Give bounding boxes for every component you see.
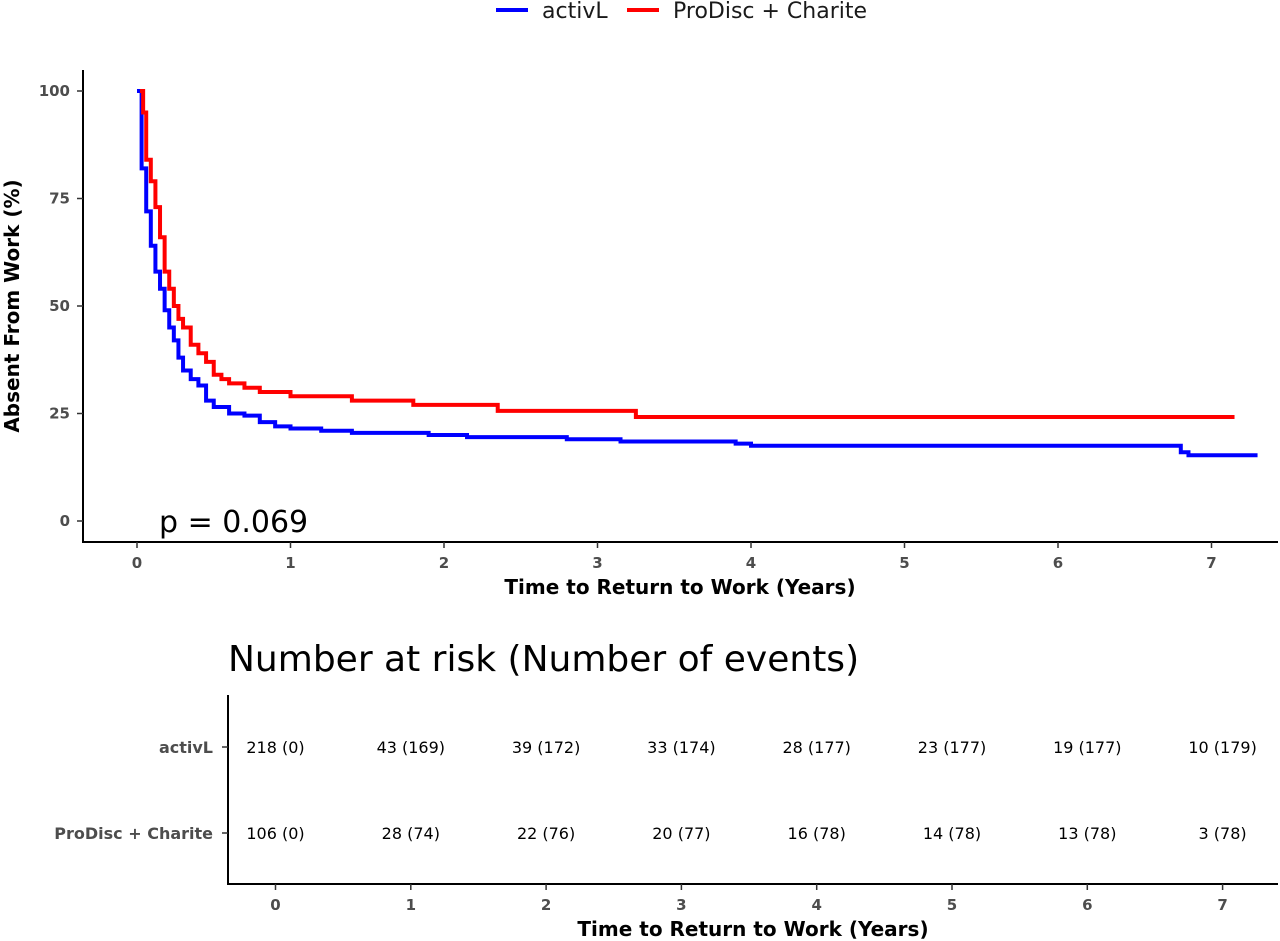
x-tick-label: 5 — [899, 554, 909, 572]
x-tick-label: 2 — [439, 554, 449, 572]
y-tick-label: 75 — [49, 190, 70, 208]
p-value-annotation: p = 0.069 — [159, 505, 308, 540]
risk-x-tick-label: 1 — [406, 896, 416, 914]
y-tick-label: 0 — [60, 512, 70, 530]
y-tick-label: 100 — [39, 82, 70, 100]
risk-cell: 3 (78) — [1199, 824, 1247, 843]
y-tick-label: 50 — [49, 297, 70, 315]
y-axis-title: Absent From Work (%) — [0, 179, 24, 432]
risk-x-tick-label: 3 — [676, 896, 686, 914]
risk-row-label: activL — [159, 738, 213, 757]
x-tick-label: 3 — [592, 554, 602, 572]
risk-row-label: ProDisc + Charite — [54, 824, 213, 843]
risk-table-title: Number at risk (Number of events) — [228, 639, 859, 680]
x-tick-label: 7 — [1206, 554, 1216, 572]
legend-label-prodisc: ProDisc + Charite — [673, 0, 867, 24]
survival-curves — [137, 89, 1258, 458]
risk-x-axis-ticks: 0 1 2 3 4 5 6 7 — [270, 884, 1228, 914]
risk-cell: 43 (169) — [377, 738, 445, 757]
risk-x-tick-label: 4 — [811, 896, 821, 914]
x-axis-ticks: 0 1 2 3 4 5 6 7 — [132, 542, 1217, 572]
legend: activL ProDisc + Charite — [496, 0, 867, 24]
x-axis-title: Time to Return to Work (Years) — [504, 575, 855, 599]
curve-prodisc-charite — [140, 89, 1235, 419]
y-axis-ticks: 0 25 50 75 100 — [39, 82, 83, 530]
x-tick-label: 6 — [1053, 554, 1063, 572]
risk-x-tick-label: 6 — [1082, 896, 1092, 914]
risk-cell: 28 (177) — [782, 738, 850, 757]
curve-activl — [137, 89, 1258, 458]
risk-x-tick-label: 7 — [1217, 896, 1227, 914]
x-tick-label: 0 — [132, 554, 142, 572]
risk-cell: 39 (172) — [512, 738, 580, 757]
legend-label-activl: activL — [542, 0, 608, 24]
risk-cell: 218 (0) — [246, 738, 304, 757]
risk-cell: 14 (78) — [923, 824, 981, 843]
risk-x-tick-label: 2 — [541, 896, 551, 914]
risk-rows: activL 218 (0) 43 (169) 39 (172) 33 (174) 28 … — [54, 738, 1257, 843]
risk-cell: 13 (78) — [1058, 824, 1116, 843]
y-tick-label: 25 — [49, 405, 70, 423]
x-tick-label: 4 — [746, 554, 756, 572]
risk-cell: 23 (177) — [918, 738, 986, 757]
risk-cell: 33 (174) — [647, 738, 715, 757]
risk-cell: 16 (78) — [788, 824, 846, 843]
risk-cell: 10 (179) — [1188, 738, 1256, 757]
risk-cell: 22 (76) — [517, 824, 575, 843]
x-tick-label: 1 — [285, 554, 295, 572]
risk-cell: 106 (0) — [246, 824, 304, 843]
risk-table: Number at risk (Number of events) activL… — [54, 639, 1278, 941]
risk-cell: 19 (177) — [1053, 738, 1121, 757]
risk-cell: 28 (74) — [382, 824, 440, 843]
risk-x-axis-title: Time to Return to Work (Years) — [577, 917, 928, 941]
km-plot: 0 25 50 75 100 0 1 2 3 4 5 6 7 Time to Return to Wo… — [0, 70, 1278, 599]
risk-x-tick-label: 5 — [947, 896, 957, 914]
risk-cell: 20 (77) — [652, 824, 710, 843]
risk-x-tick-label: 0 — [270, 896, 280, 914]
